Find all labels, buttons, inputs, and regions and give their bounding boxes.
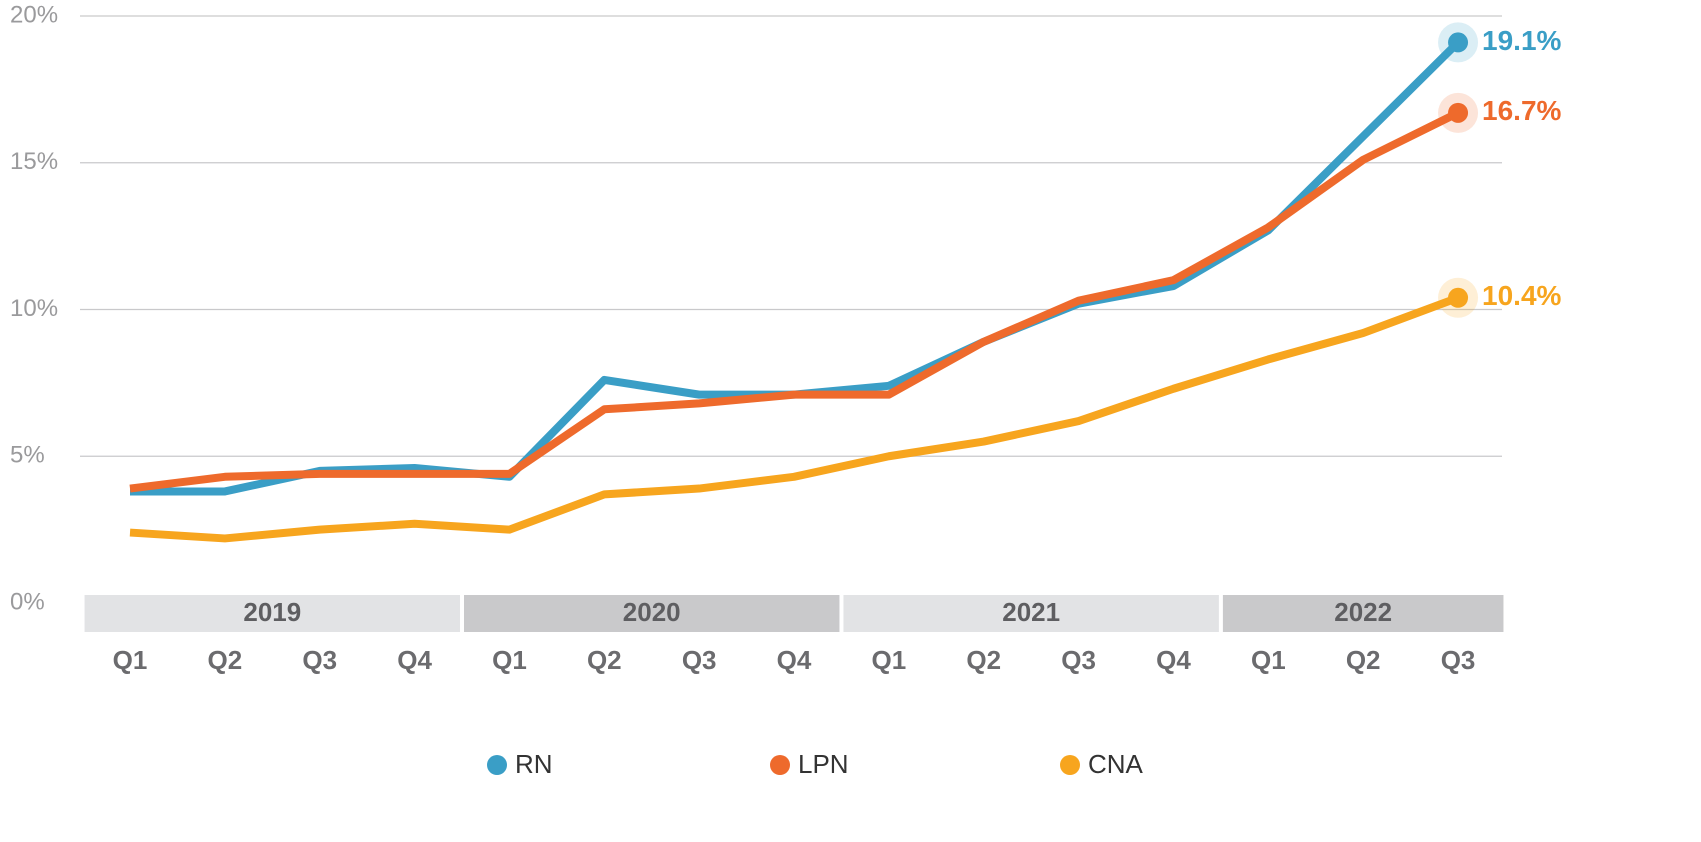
legend-marker <box>1060 755 1080 775</box>
end-marker <box>1448 32 1469 53</box>
x-tick-label: Q4 <box>397 645 432 675</box>
year-label: 2019 <box>243 597 301 627</box>
x-tick-label: Q4 <box>1156 645 1191 675</box>
year-label: 2021 <box>1002 597 1060 627</box>
x-tick-label: Q3 <box>302 645 337 675</box>
x-tick-label: Q3 <box>682 645 717 675</box>
y-tick-label: 0% <box>10 588 45 615</box>
x-tick-label: Q2 <box>966 645 1001 675</box>
legend-label: LPN <box>798 749 849 779</box>
end-marker <box>1448 287 1469 308</box>
y-tick-label: 10% <box>10 295 58 322</box>
y-tick-label: 5% <box>10 442 45 469</box>
year-band <box>464 595 840 632</box>
year-label: 2020 <box>623 597 681 627</box>
end-label: 16.7% <box>1482 95 1561 126</box>
x-tick-label: Q2 <box>1346 645 1381 675</box>
x-tick-label: Q1 <box>492 645 527 675</box>
legend-marker <box>770 755 790 775</box>
year-band <box>1222 595 1504 632</box>
y-tick-label: 20% <box>10 1 58 28</box>
x-tick-label: Q1 <box>113 645 148 675</box>
x-tick-label: Q3 <box>1441 645 1476 675</box>
legend-label: CNA <box>1088 749 1144 779</box>
x-tick-label: Q1 <box>1251 645 1286 675</box>
x-tick-label: Q3 <box>1061 645 1096 675</box>
y-tick-label: 15% <box>10 148 58 175</box>
x-tick-label: Q2 <box>208 645 243 675</box>
series-line <box>130 39 1461 496</box>
year-band <box>843 595 1219 632</box>
series-line <box>129 294 1460 543</box>
end-label: 10.4% <box>1482 280 1561 311</box>
x-tick-label: Q4 <box>777 645 812 675</box>
x-tick-label: Q1 <box>872 645 907 675</box>
legend-marker <box>487 755 507 775</box>
year-band <box>84 595 461 632</box>
x-tick-label: Q2 <box>587 645 622 675</box>
legend-label: RN <box>515 749 553 779</box>
end-label: 19.1% <box>1482 25 1561 56</box>
series-line <box>129 109 1460 493</box>
end-marker <box>1448 102 1469 123</box>
year-label: 2022 <box>1334 597 1392 627</box>
